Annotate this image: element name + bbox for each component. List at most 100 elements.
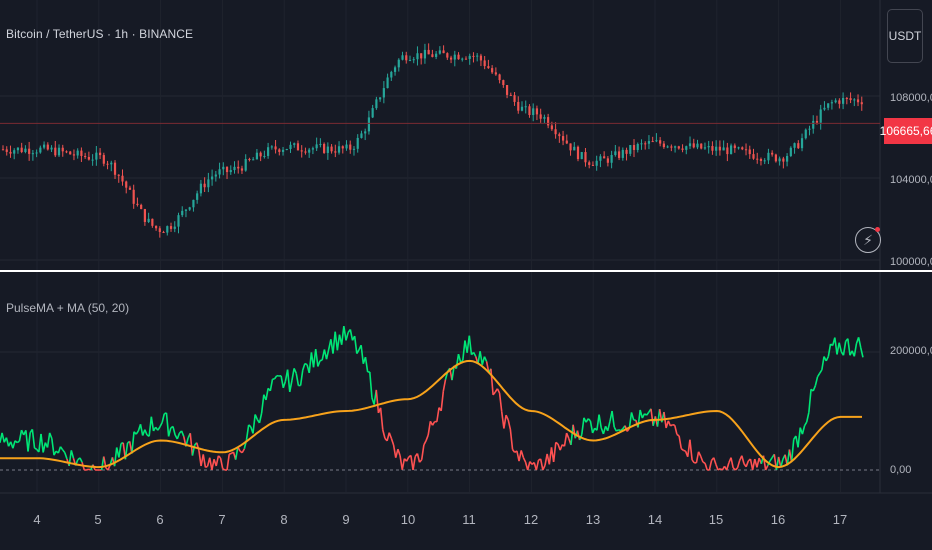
pulsema-segment [769,457,773,462]
price-candle [707,146,710,148]
time-axis-label: 5 [94,512,102,527]
price-candle [233,166,236,171]
lightning-icon[interactable]: ⚡︎ [855,227,881,253]
price-candle [289,144,292,149]
price-candle [629,145,632,154]
pulsema-segment [14,440,18,444]
price-candle [778,158,781,162]
price-candle [588,162,591,165]
price-candle [845,97,848,99]
price-candle [61,147,64,152]
pulsema-segment [399,455,404,470]
price-candle [756,158,759,160]
pulsema-segment [756,457,760,468]
pulsema-segment [272,377,275,381]
pulsema-segment [135,430,140,435]
price-candle [483,60,486,67]
pulsema-segment [805,412,810,423]
currency-button[interactable]: USDT [887,9,923,63]
price-candle [539,114,542,119]
price-candle [267,147,270,156]
pulsema-segment [79,457,83,463]
price-candle [125,181,128,188]
price-candle [827,103,830,108]
price-candle [364,131,367,134]
pulsema-segment [618,429,621,432]
last-price-badge: 106665,66 [880,118,932,144]
price-candle [39,147,42,153]
price-axis-label: 104000,00 [890,174,932,186]
price-candle [308,149,311,153]
price-candle [31,153,34,155]
symbol-title[interactable]: Bitcoin / TetherUS · 1h · BINANCE [6,27,194,41]
pulsema-segment [356,349,360,355]
price-candle [614,151,617,156]
price-candle [752,154,755,159]
pulsema-segment [589,420,594,434]
price-candle [498,74,501,81]
price-candle [632,145,636,150]
price-candle [696,143,699,148]
pulsema-segment [492,391,496,396]
pulsema-segment [282,380,287,389]
pulsema-segment [490,368,494,395]
price-candle [154,225,158,229]
price-candle [494,72,497,75]
price-candles [1,43,863,238]
price-candle [673,146,677,148]
pulsema-segment [364,356,369,373]
pulsema-segment [656,409,661,427]
pulsema-segment [670,424,674,427]
pulsema-segment [801,425,806,435]
price-candle [315,144,318,149]
pulsema-segment [40,433,44,453]
price-candle [76,150,79,156]
pulsema-segment [202,454,207,468]
pulsema-segment [615,429,619,432]
price-candle [812,120,815,129]
pulsema-segment [420,444,425,460]
pulsema-segment [388,432,393,439]
price-candle [748,149,751,155]
price-candle [651,141,654,143]
price-candle [603,156,606,159]
pulsema-segment [144,429,148,436]
pulsema-segment [301,363,306,371]
time-axis-label: 14 [647,512,663,527]
price-candle [408,60,412,62]
pulsema-segment [678,435,683,449]
price-candle [225,166,229,173]
pulsema-segment [814,376,819,386]
pulsema-segment [457,353,462,363]
pulsema-segment [375,389,380,414]
price-candle [565,140,568,144]
time-axis-label: 7 [218,512,226,527]
pulsema-segment [360,345,365,364]
price-candle [349,144,352,150]
price-candle [87,156,90,160]
pulsema-segment [836,342,840,355]
price-candle [356,137,359,149]
pulsema-segment [86,468,89,471]
alert-dot-icon [875,227,880,232]
indicator-title[interactable]: PulseMA + MA (50, 20) [6,301,130,315]
price-candle [468,55,471,59]
pulsema-segment [704,463,708,471]
price-candle [46,144,49,150]
price-candle [718,146,721,151]
pulsema-line [0,325,864,471]
price-candle [659,140,662,144]
price-candle [326,146,329,153]
pulsema-segment [425,434,429,442]
price-candle [655,140,658,142]
price-candle [9,151,12,154]
price-candle [393,67,397,72]
pulsema-segment [825,356,830,362]
price-candle [102,155,105,164]
price-candle [599,156,602,161]
price-candle [50,147,53,150]
price-candle [248,158,251,161]
pulsema-segment [563,432,568,447]
pulsema-segment [70,450,75,459]
